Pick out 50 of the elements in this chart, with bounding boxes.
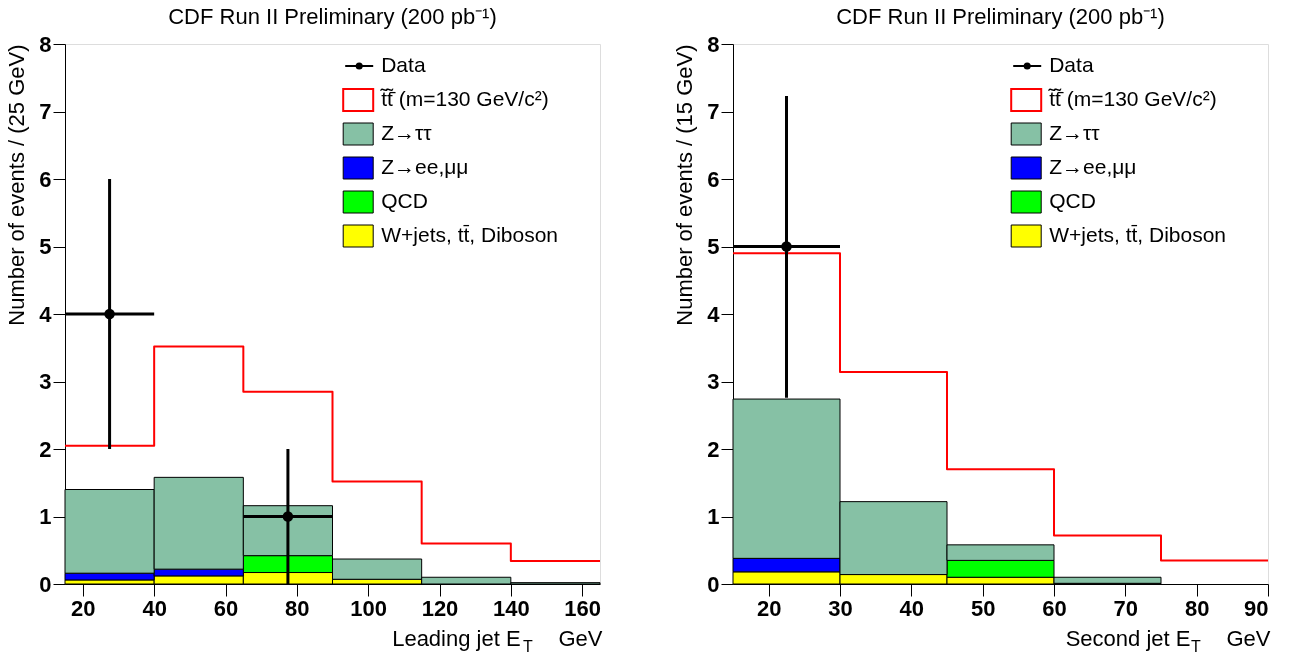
x-tick-label: 60	[1042, 595, 1067, 621]
legend-label: Z→ee,μμ	[381, 155, 469, 178]
legend-label: Data	[1049, 53, 1094, 76]
y-tick-label: 2	[707, 436, 720, 462]
y-tick-label: 5	[39, 234, 52, 259]
x-tick-label: 30	[828, 595, 853, 621]
y-axis-title: Number of events / (15 GeV)	[672, 44, 698, 326]
legend-label: Z→ττ	[381, 121, 433, 144]
x-tick-label: 40	[899, 595, 925, 621]
x-tick-label: 60	[213, 595, 239, 621]
legend-label: t̃t̃̄ (m=130 GeV/c²)	[1047, 87, 1217, 110]
y-tick-label: 1	[707, 504, 720, 529]
x-tick-label: 80	[1184, 595, 1210, 621]
y-tick-label: 3	[707, 369, 720, 394]
chart-title: CDF Run II Preliminary (200 pb⁻¹)	[836, 4, 1165, 29]
legend-label: Z→ττ	[1049, 121, 1101, 144]
y-tick-label: 4	[39, 301, 53, 327]
legend-label: Data	[381, 53, 426, 76]
x-tick-label: 120	[421, 595, 459, 621]
y-tick-label: 4	[707, 301, 721, 327]
x-tick-label: 40	[142, 595, 167, 621]
x-tick-label: 80	[285, 595, 310, 621]
y-tick-label: 8	[39, 31, 52, 57]
y-tick-label: 2	[39, 436, 52, 462]
y-tick-label: 0	[39, 571, 52, 597]
legend-label: W+jets, tt̄, Diboson	[1049, 223, 1227, 246]
y-tick-label: 6	[707, 166, 720, 192]
x-tick-label: 20	[756, 595, 782, 621]
y-tick-label: 1	[39, 504, 52, 529]
x-tick-label: 160	[564, 595, 602, 621]
legend-label: QCD	[381, 189, 428, 212]
y-tick-label: 6	[39, 166, 52, 192]
chart-title: CDF Run II Preliminary (200 pb⁻¹)	[168, 4, 497, 29]
y-tick-label: 0	[707, 571, 720, 597]
x-tick-label: 90	[1244, 595, 1269, 621]
y-tick-label: 3	[39, 369, 52, 394]
y-axis-title: Number of events / (25 GeV)	[4, 44, 30, 326]
x-tick-label: 70	[1113, 595, 1139, 621]
x-tick-label: 140	[492, 595, 530, 621]
legend-label: t̃t̃̄ (m=130 GeV/c²)	[379, 87, 549, 110]
y-tick-label: 7	[39, 99, 52, 124]
x-tick-label: 20	[71, 595, 96, 621]
x-tick-label: 100	[350, 595, 388, 621]
legend-label: QCD	[1049, 189, 1096, 212]
y-tick-label: 7	[707, 99, 720, 124]
y-tick-label: 8	[707, 31, 720, 57]
legend-label: W+jets, tt̄, Diboson	[381, 223, 559, 246]
y-tick-label: 5	[707, 234, 720, 259]
legend-label: Z→ee,μμ	[1049, 155, 1137, 178]
x-tick-label: 50	[970, 595, 996, 621]
